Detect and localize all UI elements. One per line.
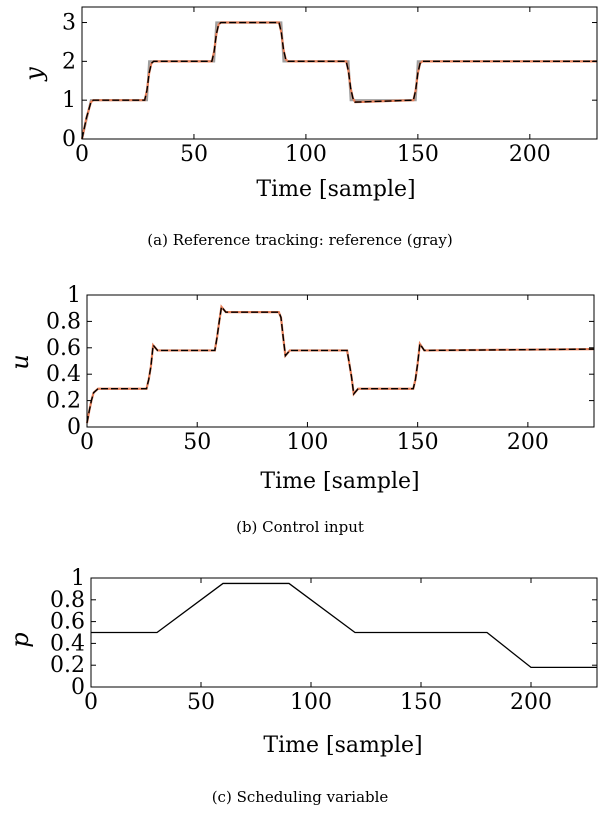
panel-b-xtick-label: 100: [286, 430, 328, 455]
panel-b-ytick-label: 0: [67, 415, 81, 440]
panel-c-xtick-label: 50: [187, 690, 215, 715]
panel-a-xtick-label: 200: [509, 142, 551, 167]
panel-b-xtick-label: 0: [80, 430, 94, 455]
panel-a-xlabel: Time [sample]: [256, 177, 415, 202]
panel-b-ytick-label: 0.6: [46, 336, 81, 361]
panel-a-series-line-2: [81, 21, 597, 140]
panel-b-xlabel: Time [sample]: [260, 469, 419, 494]
panel-b-ytick-label: 0.2: [46, 389, 81, 414]
panel-b-ylabel: u: [6, 354, 34, 369]
panel-b-ytick-label: 0.4: [46, 362, 81, 387]
panel-a-xtick-label: 0: [75, 142, 89, 167]
panel-b-frame: [86, 294, 595, 428]
panel-a-ylabel: y: [20, 67, 48, 82]
panel-a: y 0 50 100 150 200 0 1 2 3 Time [sample] (a) Ref…: [20, 6, 598, 249]
panel-a-xtick-label: 100: [285, 142, 327, 167]
panel-b-xtick-label: 50: [183, 430, 211, 455]
panel-c-ytick-label: 1: [71, 566, 85, 591]
panel-a-frame: [81, 6, 598, 140]
panel-c-ytick-label: 0.8: [50, 588, 85, 613]
panel-c-xtick-label: 150: [400, 690, 442, 715]
panel-a-ytick-label: 3: [62, 11, 76, 36]
panel-a-caption: (a) Reference tracking: reference (gray): [147, 231, 452, 249]
panel-c-ytick-label: 0: [71, 675, 85, 700]
panel-a-plot: 0 50 100 150 200 0 1 2 3: [62, 6, 598, 167]
panel-a-xtick-label: 150: [397, 142, 439, 167]
panel-c-xtick-label: 100: [290, 690, 332, 715]
panel-a-series-line-0: [80, 21, 597, 140]
panel-b-caption: (b) Control input: [236, 518, 364, 536]
panel-c-ytick-label: 0.4: [50, 631, 85, 656]
panel-b-ytick-label: 1: [67, 283, 81, 308]
panel-a-ytick-label: 1: [62, 88, 76, 113]
panel-a-ytick-label: 0: [62, 127, 76, 152]
panel-a-xtick-label: 50: [180, 142, 208, 167]
panel-c-ytick-label: 0.2: [50, 653, 85, 678]
panel-b-xtick-label: 150: [397, 430, 439, 455]
panel-b-ytick-label: 0.8: [46, 309, 81, 334]
panel-c-ytick-label: 0.6: [50, 610, 85, 635]
panel-a-series-line-1: [80, 21, 597, 140]
panel-b-xtick-label: 200: [507, 430, 549, 455]
panel-c-ylabel: p: [6, 632, 34, 647]
panel-c-series-line-0: [91, 582, 597, 669]
panel-a-ytick-label: 2: [62, 49, 76, 74]
panel-b-series-line-1: [86, 305, 595, 424]
panel-c-caption: (c) Scheduling variable: [212, 788, 389, 806]
panel-c-frame: [90, 577, 598, 688]
panel-c-xtick-label: 0: [84, 690, 98, 715]
panel-c-xtick-label: 200: [510, 690, 552, 715]
panel-c-xlabel: Time [sample]: [263, 733, 422, 758]
panel-b-series-line-0: [85, 304, 595, 424]
